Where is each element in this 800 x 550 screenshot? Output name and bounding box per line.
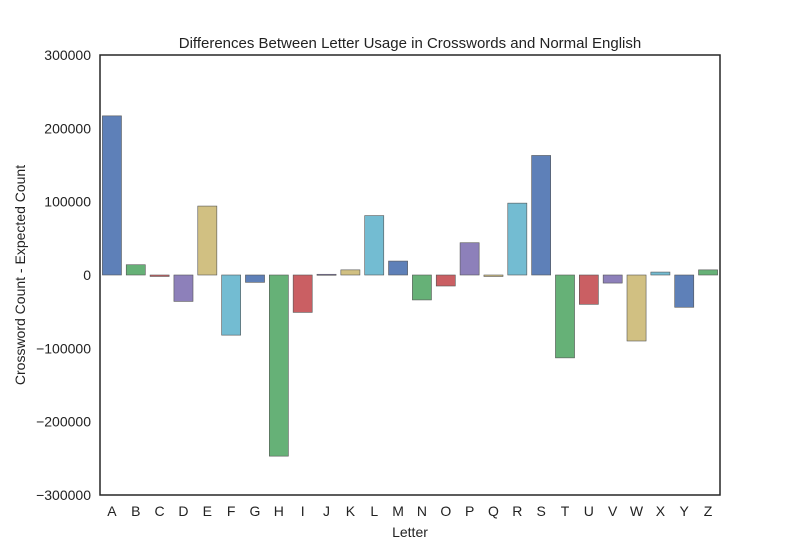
x-tick-label-B: B (131, 503, 140, 519)
x-tick-label-W: W (630, 503, 644, 519)
x-axis-label: Letter (392, 524, 428, 540)
x-tick-label-E: E (203, 503, 212, 519)
x-tick-label-Y: Y (680, 503, 690, 519)
bar-U (579, 274, 599, 305)
bar-Q (483, 274, 504, 277)
bar-E (197, 205, 218, 276)
bar-Z (698, 269, 718, 276)
x-tick-label-X: X (656, 503, 666, 519)
bar-R (507, 202, 528, 276)
bar-T (555, 274, 575, 359)
bar-W (626, 274, 647, 342)
x-tick-label-V: V (608, 503, 618, 519)
plot-frame (99, 54, 721, 496)
bar-O (435, 274, 456, 287)
y-tick-label: −200000 (36, 414, 91, 430)
bar-S (531, 155, 551, 276)
bar-K (340, 269, 361, 276)
x-tick-label-U: U (584, 503, 594, 519)
bar-V (602, 274, 623, 284)
x-tick-label-H: H (274, 503, 284, 519)
x-tick-label-Q: Q (488, 503, 499, 519)
bar-M (388, 260, 408, 276)
bar-D (173, 274, 194, 302)
bar-H (269, 274, 289, 457)
y-axis-ticks: 300000 200000 100000 0 −100000 −200000 −300000 (36, 47, 91, 503)
y-tick-label: 100000 (44, 194, 91, 210)
bar-L (364, 215, 385, 276)
x-tick-label-G: G (250, 503, 261, 519)
bar-G (245, 274, 265, 283)
bar-B (125, 264, 146, 276)
x-tick-label-P: P (465, 503, 474, 519)
bar-N (412, 274, 432, 301)
x-tick-label-S: S (536, 503, 545, 519)
bar-I (292, 274, 313, 313)
bar-X (650, 271, 671, 276)
bar-J (316, 273, 337, 276)
x-tick-label-C: C (155, 503, 165, 519)
bar-F (221, 274, 241, 336)
x-tick-label-I: I (301, 503, 305, 519)
chart-title: Differences Between Letter Usage in Cros… (179, 35, 641, 52)
x-tick-label-Z: Z (704, 503, 713, 519)
bar-A (102, 115, 122, 276)
bar-P (459, 242, 480, 276)
x-tick-label-N: N (417, 503, 427, 519)
x-tick-label-T: T (561, 503, 570, 519)
x-tick-label-A: A (107, 503, 117, 519)
bar-C (149, 274, 170, 277)
x-tick-label-K: K (346, 503, 356, 519)
x-tick-label-L: L (370, 503, 378, 519)
bars-group (102, 115, 718, 457)
y-tick-label: −300000 (36, 487, 91, 503)
y-tick-label: 300000 (44, 47, 91, 63)
x-tick-label-F: F (227, 503, 236, 519)
x-tick-label-D: D (178, 503, 188, 519)
y-tick-label: −100000 (36, 340, 91, 356)
y-tick-label: 0 (83, 267, 91, 283)
x-tick-label-O: O (440, 503, 451, 519)
x-tick-label-R: R (512, 503, 522, 519)
bar-Y (674, 274, 695, 308)
y-tick-label: 200000 (44, 120, 91, 136)
x-tick-label-M: M (392, 503, 404, 519)
y-axis-label: Crossword Count - Expected Count (12, 165, 28, 385)
x-tick-label-J: J (323, 503, 330, 519)
